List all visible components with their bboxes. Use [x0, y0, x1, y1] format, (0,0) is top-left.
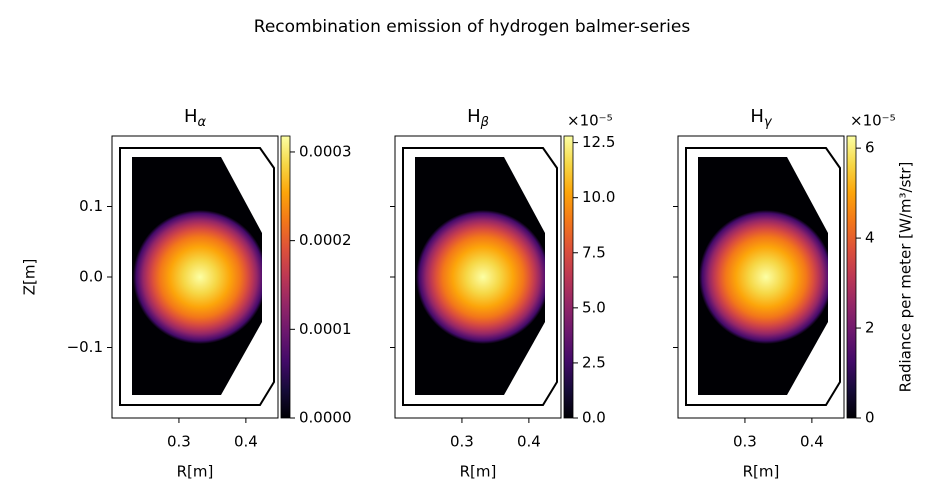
panel-title: Hα — [184, 106, 207, 130]
x-tick-label: 0.4 — [234, 433, 258, 451]
emission — [133, 210, 262, 344]
colorbar-tick-label: 0.0001 — [299, 320, 352, 338]
x-tick-label: 0.3 — [450, 433, 474, 451]
colorbar-tick-label: 0.0003 — [299, 142, 352, 160]
colorbar — [563, 135, 574, 419]
colorbar-offset: ×10⁻⁵ — [567, 112, 613, 130]
y-tick-label: −0.1 — [67, 338, 103, 356]
y-tick-label: 0.1 — [79, 197, 103, 215]
colorbar — [846, 135, 857, 419]
vessel-outline — [402, 147, 558, 406]
colorbar-tick-label: 2 — [865, 319, 875, 337]
colorbar-offset: ×10⁻⁵ — [850, 112, 896, 130]
x-tick-label: 0.3 — [167, 433, 191, 451]
x-axis-label: R[m] — [177, 463, 214, 481]
colorbar-tick-label: 12.5 — [582, 133, 615, 151]
colorbar-tick-label: 0.0000 — [299, 409, 352, 427]
title-base: H — [750, 106, 764, 127]
y-tick-label: 0.0 — [79, 268, 103, 286]
title-sub: γ — [764, 115, 773, 130]
emission — [699, 210, 828, 344]
colorbar-label: Radiance per meter [W/m³/str] — [897, 162, 915, 393]
colorbar — [280, 135, 291, 419]
colorbar-tick-label: 6 — [865, 139, 875, 157]
panel-title: Hβ — [467, 106, 489, 130]
title-base: H — [467, 106, 481, 127]
x-tick-label: 0.4 — [517, 433, 541, 451]
colorbar-tick-label: 4 — [865, 229, 875, 247]
figure-title: Recombination emission of hydrogen balme… — [254, 17, 691, 37]
vessel-outline — [119, 147, 275, 406]
emission — [416, 210, 545, 344]
colorbar-tick-label: 10.0 — [582, 188, 615, 206]
colorbar-tick-label: 0 — [865, 409, 875, 427]
colorbar-tick-label: 0.0002 — [299, 231, 352, 249]
colorbar-tick-label: 0.0 — [582, 409, 606, 427]
colorbar-tick-label: 7.5 — [582, 243, 606, 261]
title-sub: β — [480, 115, 489, 130]
x-tick-label: 0.3 — [733, 433, 757, 451]
colorbar-tick-label: 5.0 — [582, 298, 606, 316]
vessel-outline — [685, 147, 841, 406]
x-axis-label: R[m] — [743, 463, 780, 481]
title-sub: α — [197, 115, 206, 130]
colorbar-tick-label: 2.5 — [582, 353, 606, 371]
panel-title: Hγ — [750, 106, 773, 130]
x-tick-label: 0.4 — [800, 433, 824, 451]
y-axis-label: Z[m] — [21, 259, 39, 296]
x-axis-label: R[m] — [460, 463, 497, 481]
title-base: H — [184, 106, 198, 127]
